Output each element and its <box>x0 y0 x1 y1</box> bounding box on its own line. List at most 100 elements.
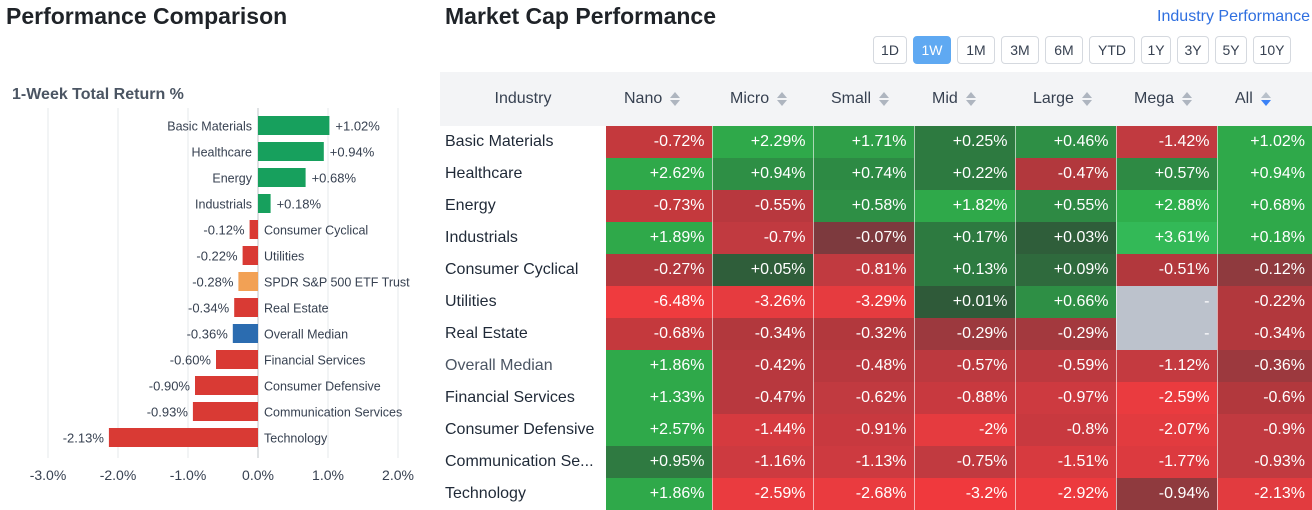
value-cell-mid: -3.2% <box>914 478 1016 510</box>
market-cap-performance-title: Market Cap Performance <box>445 3 716 29</box>
tab-ytd[interactable]: YTD <box>1089 36 1135 64</box>
sort-icon[interactable] <box>1182 92 1193 106</box>
tab-1y[interactable]: 1Y <box>1141 36 1171 64</box>
industry-name[interactable]: Utilities <box>445 293 497 310</box>
category-label: SPDR S&P 500 ETF Trust <box>264 276 410 290</box>
value-cell-large: -0.59% <box>1015 350 1117 382</box>
industry-name[interactable]: Consumer Cyclical <box>445 261 579 278</box>
table-row[interactable]: Basic Materials -0.72% +2.29% +1.71% +0.25% +… <box>440 126 1312 158</box>
industry-performance-link[interactable]: Industry Performance <box>1157 8 1310 25</box>
column-header-large[interactable]: Large <box>1015 72 1116 126</box>
industry-name[interactable]: Communication Se... <box>445 453 594 470</box>
table-row[interactable]: Healthcare +2.62% +0.94% +0.74% +0.22% -0.47%… <box>440 158 1312 190</box>
table-row[interactable]: Financial Services +1.33% -0.47% -0.62% -0.8… <box>440 382 1312 414</box>
bar-overall-median <box>232 324 258 343</box>
value-cell-micro: -1.44% <box>712 414 814 446</box>
industry-name[interactable]: Overall Median <box>445 357 553 374</box>
column-header-mid[interactable]: Mid <box>914 72 1015 126</box>
value-label: -0.22% <box>196 249 238 264</box>
value-cell-nano: -0.68% <box>606 318 713 350</box>
sort-descending-icon[interactable] <box>1260 92 1271 106</box>
category-label: Technology <box>264 432 328 446</box>
bar-real-estate <box>234 298 258 317</box>
industry-name[interactable]: Real Estate <box>445 325 528 342</box>
industry-name[interactable]: Industrials <box>445 229 518 246</box>
category-label: Financial Services <box>264 354 365 368</box>
value-cell-mega: -1.77% <box>1116 446 1218 478</box>
value-cell-nano: +1.86% <box>606 478 713 510</box>
value-cell-micro: +0.94% <box>712 158 814 190</box>
value-cell-nano: -0.27% <box>606 254 713 286</box>
column-header-mega[interactable]: Mega <box>1116 72 1217 126</box>
tab-3y[interactable]: 3Y <box>1177 36 1209 64</box>
table-row[interactable]: Energy -0.73% -0.55% +0.58% +1.82% +0.55% +2.8… <box>440 190 1312 222</box>
sort-icon[interactable] <box>965 92 976 106</box>
bar-spdr-sandp-500-etf-trust <box>238 272 258 291</box>
value-cell-mid: +1.82% <box>914 190 1016 222</box>
table-row[interactable]: Communication Se... +0.95% -1.16% -1.13% -0.… <box>440 446 1312 478</box>
tab-1m[interactable]: 1M <box>957 36 995 64</box>
value-cell-small: -0.07% <box>813 222 915 254</box>
table-row[interactable]: Consumer Cyclical -0.27% +0.05% -0.81% +0.13… <box>440 254 1312 286</box>
industry-name[interactable]: Energy <box>445 197 496 214</box>
value-cell-all: +0.68% <box>1217 190 1312 222</box>
timeframe-tabs: 1D 1W 1M 3M 6M YTD 1Y 3Y 5Y 10Y <box>873 36 1297 64</box>
table-row[interactable]: Utilities -6.48% -3.26% -3.29% +0.01% +0.66% -… <box>440 286 1312 318</box>
sort-icon[interactable] <box>670 92 681 106</box>
tab-6m[interactable]: 6M <box>1045 36 1083 64</box>
value-cell-small: -1.13% <box>813 446 915 478</box>
value-cell-large: +0.09% <box>1015 254 1117 286</box>
category-label: Basic Materials <box>167 120 252 134</box>
industry-name[interactable]: Consumer Defensive <box>445 421 595 438</box>
value-cell-large: +0.03% <box>1015 222 1117 254</box>
column-header-small[interactable]: Small <box>813 72 914 126</box>
category-label: Healthcare <box>192 146 252 160</box>
sort-icon[interactable] <box>1081 92 1092 106</box>
column-header-nano[interactable]: Nano <box>606 72 712 126</box>
bar-technology <box>108 428 259 447</box>
column-header-label: Industry <box>494 90 552 107</box>
column-header-all[interactable]: All <box>1217 72 1312 126</box>
bar-utilities <box>242 246 258 265</box>
table-row[interactable]: Technology +1.86% -2.59% -2.68% -3.2% -2.92% -… <box>440 478 1312 510</box>
tab-10y[interactable]: 10Y <box>1253 36 1291 64</box>
category-label: Real Estate <box>264 302 329 316</box>
value-cell-all: -0.6% <box>1217 382 1312 414</box>
value-cell-micro: +2.29% <box>712 126 814 158</box>
value-label: +0.94% <box>330 145 375 160</box>
value-cell-micro: -1.16% <box>712 446 814 478</box>
value-cell-micro: +0.05% <box>712 254 814 286</box>
column-header-industry: Industry <box>440 72 606 126</box>
value-cell-large: -2.92% <box>1015 478 1117 510</box>
performance-bar-chart: Basic Materials +1.02% Healthcare +0.94% Ene… <box>30 108 414 483</box>
category-label: Consumer Defensive <box>264 380 381 394</box>
industry-name[interactable]: Basic Materials <box>445 133 554 150</box>
category-label: Industrials <box>195 198 252 212</box>
column-header-label: Mega <box>1134 90 1175 107</box>
industry-name[interactable]: Healthcare <box>445 165 523 182</box>
sort-icon[interactable] <box>777 92 788 106</box>
value-cell-micro: -0.42% <box>712 350 814 382</box>
value-cell-mid: -0.88% <box>914 382 1016 414</box>
value-cell-small: -3.29% <box>813 286 915 318</box>
value-cell-all: +0.18% <box>1217 222 1312 254</box>
table-row[interactable]: Real Estate -0.68% -0.34% -0.32% -0.29% -0.29… <box>440 318 1312 350</box>
value-cell-micro: -0.34% <box>712 318 814 350</box>
category-label: Overall Median <box>264 328 348 342</box>
sort-icon[interactable] <box>879 92 890 106</box>
tab-5y[interactable]: 5Y <box>1215 36 1247 64</box>
tab-3m[interactable]: 3M <box>1001 36 1039 64</box>
tab-1d[interactable]: 1D <box>873 36 907 64</box>
industry-name[interactable]: Technology <box>445 485 526 502</box>
tab-1w[interactable]: 1W <box>913 36 951 64</box>
performance-comparison-title: Performance Comparison <box>6 3 288 29</box>
column-header-micro[interactable]: Micro <box>712 72 813 126</box>
bar-financial-services <box>216 350 258 369</box>
table-row[interactable]: Industrials +1.89% -0.7% -0.07% +0.17% +0.03%… <box>440 222 1312 254</box>
value-cell-all: -0.22% <box>1217 286 1312 318</box>
table-row[interactable]: Consumer Defensive +2.57% -1.44% -0.91% -2% -… <box>440 414 1312 446</box>
value-label: -0.36% <box>187 327 229 342</box>
table-row[interactable]: Overall Median +1.86% -0.42% -0.48% -0.57% -0… <box>440 350 1312 382</box>
value-cell-nano: -0.72% <box>606 126 713 158</box>
industry-name[interactable]: Financial Services <box>445 389 575 406</box>
